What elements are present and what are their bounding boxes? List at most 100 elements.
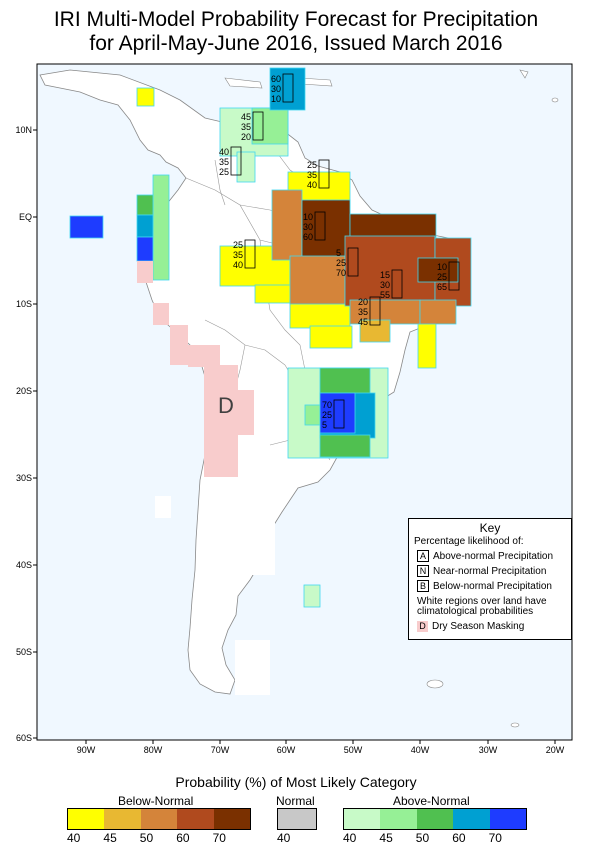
lat-tick-label: 50S	[16, 647, 32, 657]
probability-value: 35	[307, 170, 317, 180]
lon-tick-label: 20W	[546, 745, 565, 755]
lat-tick-label: EQ	[19, 212, 32, 222]
probability-value: 35	[233, 250, 243, 260]
probability-value: 20	[241, 132, 251, 142]
probability-value: 10	[437, 262, 447, 272]
probability-value: 40	[233, 260, 243, 270]
white-cells	[155, 470, 275, 695]
colorbar-normal	[277, 808, 317, 830]
probability-value: 70	[322, 400, 332, 410]
probability-bar-frame	[244, 239, 256, 269]
probability-value: 30	[380, 280, 390, 290]
title-line-1: IRI Multi-Model Probability Forecast for…	[53, 8, 539, 31]
probability-value: 45	[358, 317, 368, 327]
key-row-above: A Above-normal Precipitation	[417, 550, 571, 562]
probability-value: 25	[336, 258, 346, 268]
probability-bar-frame	[318, 159, 330, 189]
key-dry-swatch: D	[417, 621, 428, 632]
probability-value: 30	[303, 222, 313, 232]
probability-value: 5	[336, 248, 341, 258]
lat-tick-label: 30S	[16, 473, 32, 483]
probability-bar-frame	[333, 399, 345, 429]
probability-value: 5	[322, 420, 327, 430]
colorbar-tick-label: 50	[139, 831, 154, 845]
colorbar-tick-label: 40	[67, 831, 81, 845]
key-letter-a: A	[417, 550, 429, 562]
probability-value: 25	[322, 410, 332, 420]
key-label-below: Below-normal Precipitation	[433, 580, 552, 592]
colorbar-swatch	[104, 809, 141, 829]
lon-tick-label: 50W	[344, 745, 363, 755]
lon-tick-label: 80W	[144, 745, 163, 755]
lon-tick-label: 60W	[277, 745, 296, 755]
probability-value: 35	[358, 307, 368, 317]
probability-value: 45	[241, 112, 251, 122]
probability-value: 15	[380, 270, 390, 280]
probability-annotations: 6030104535204035252535401030602535405257…	[219, 73, 460, 430]
probability-value: 30	[271, 84, 281, 94]
colorbar-label-above: Above-Normal	[393, 794, 470, 808]
probability-value: 40	[219, 147, 229, 157]
probability-value: 25	[233, 240, 243, 250]
colorbar-tick-label: 60	[452, 831, 466, 845]
key-subtitle: Percentage likelihood of:	[414, 536, 524, 547]
key-panel: Key Percentage likelihood of: A Above-no…	[408, 518, 572, 640]
lon-tick-label: 70W	[211, 745, 230, 755]
colorbar-above-normal	[343, 808, 527, 830]
colorbar-title: Probability (%) of Most Likely Category	[175, 774, 417, 790]
colorbar-swatch	[344, 809, 381, 829]
probability-bar-frame	[448, 261, 460, 291]
colorbar-swatch	[453, 809, 490, 829]
key-label-dry: Dry Season Masking	[432, 621, 525, 632]
dry-season-marker: D	[218, 393, 234, 418]
key-note: White regions over land have climatologi…	[417, 596, 547, 617]
key-row-below: B Below-normal Precipitation	[417, 580, 571, 592]
probability-bar-frame	[230, 146, 242, 176]
probability-bar-frame	[252, 111, 264, 141]
probability-value: 55	[380, 290, 390, 300]
colorbar-label-below: Below-Normal	[118, 794, 194, 808]
colorbar-tick-label: 45	[379, 831, 393, 845]
forecast-cells	[69, 67, 472, 608]
colorbar-tick-label: 50	[415, 831, 430, 845]
key-letter-n: N	[417, 565, 429, 577]
probability-value: 60	[271, 74, 281, 84]
lat-tick-label: 40S	[16, 560, 32, 570]
colorbar-tick-label: 70	[488, 831, 502, 845]
probability-bar-frame	[347, 247, 359, 277]
key-row-near: N Near-normal Precipitation	[417, 565, 571, 577]
probability-bar-frame	[282, 73, 294, 103]
probability-value: 65	[437, 282, 447, 292]
lon-tick-label: 90W	[77, 745, 96, 755]
lon-tick-label: 40W	[411, 745, 430, 755]
dry-season-cells	[137, 261, 254, 477]
probability-value: 25	[219, 167, 229, 177]
key-title: Key	[479, 521, 501, 535]
colorbar-swatch	[416, 809, 454, 829]
key-label-near: Near-normal Precipitation	[433, 565, 547, 577]
lon-tick-label: 30W	[479, 745, 498, 755]
colorbar-swatch	[213, 809, 250, 829]
lat-tick-label: 60S	[16, 733, 32, 743]
colorbar-tick-label: 60	[176, 831, 190, 845]
colorbar-tick-label: 40	[277, 831, 291, 845]
probability-value: 35	[241, 122, 251, 132]
key-row-dry: D Dry Season Masking	[417, 621, 571, 632]
colorbar-swatch	[278, 809, 316, 829]
probability-value: 10	[303, 212, 313, 222]
colorbar-label-normal: Normal	[276, 794, 315, 808]
colorbar-swatch	[177, 809, 214, 829]
probability-value: 70	[336, 268, 346, 278]
probability-value: 60	[303, 232, 313, 242]
